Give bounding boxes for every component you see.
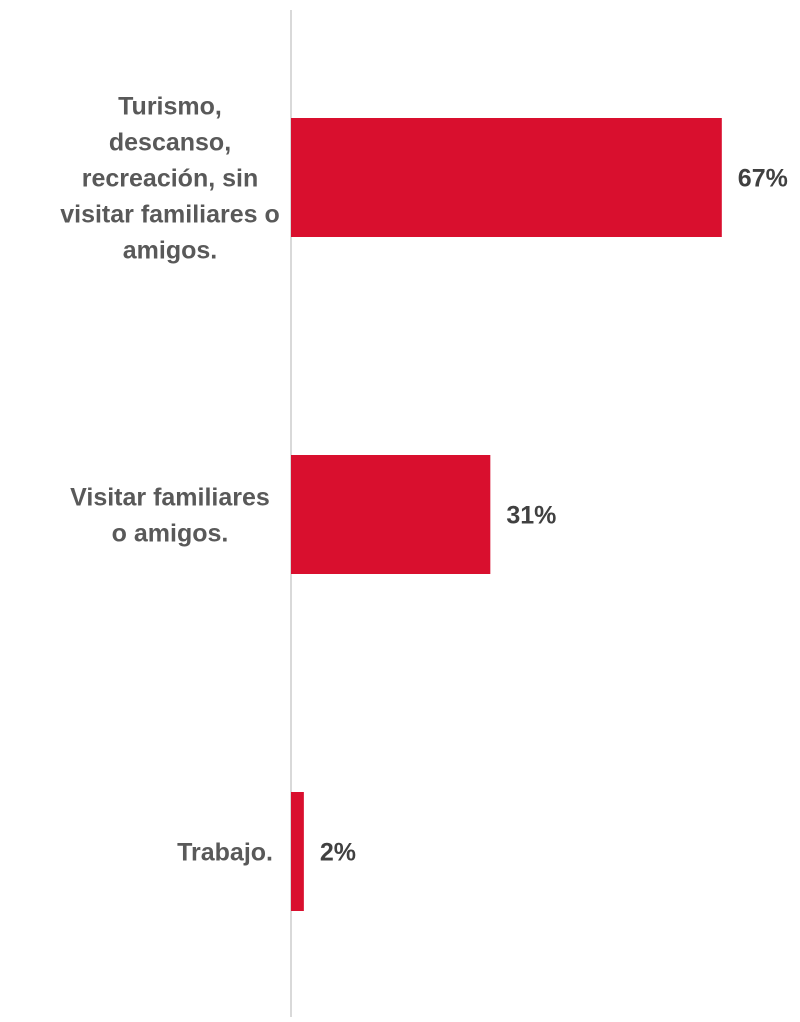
bar-3 — [291, 792, 304, 911]
category-label-line: Turismo, — [118, 93, 222, 121]
category-label-2: Visitar familiares o amigos. — [70, 484, 270, 548]
bar-1 — [291, 118, 722, 237]
data-label-3: 2% — [320, 839, 356, 867]
category-label-3: Trabajo. — [177, 839, 273, 867]
data-label-1: 67% — [738, 165, 788, 193]
category-label-line: recreación, sin — [82, 165, 258, 193]
category-label-1: Turismo, descanso, recreación, sin visitar … — [60, 93, 280, 265]
category-label-line: amigos. — [123, 237, 217, 265]
category-label-line: descanso, — [109, 129, 231, 157]
category-label-line: visitar familiares o — [60, 201, 280, 229]
category-label-line: Trabajo. — [177, 839, 273, 867]
bar-2 — [291, 455, 491, 574]
category-label-line: o amigos. — [112, 520, 229, 548]
category-label-line: Visitar familiares — [70, 484, 270, 512]
data-label-2: 31% — [506, 502, 556, 530]
